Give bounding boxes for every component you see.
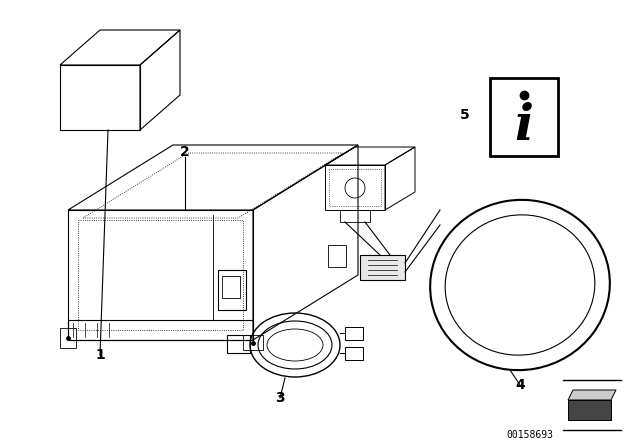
Polygon shape <box>568 400 611 420</box>
Text: i: i <box>515 102 534 151</box>
Text: 1: 1 <box>95 348 105 362</box>
Bar <box>78 220 243 330</box>
Text: 2: 2 <box>180 145 190 159</box>
Text: 4: 4 <box>515 378 525 392</box>
Ellipse shape <box>445 215 595 355</box>
Polygon shape <box>360 255 405 280</box>
Text: 00158693: 00158693 <box>506 430 554 440</box>
Polygon shape <box>568 390 616 400</box>
Text: 5: 5 <box>460 108 470 122</box>
Text: 3: 3 <box>275 391 285 405</box>
Bar <box>329 169 381 206</box>
Bar <box>490 78 558 156</box>
